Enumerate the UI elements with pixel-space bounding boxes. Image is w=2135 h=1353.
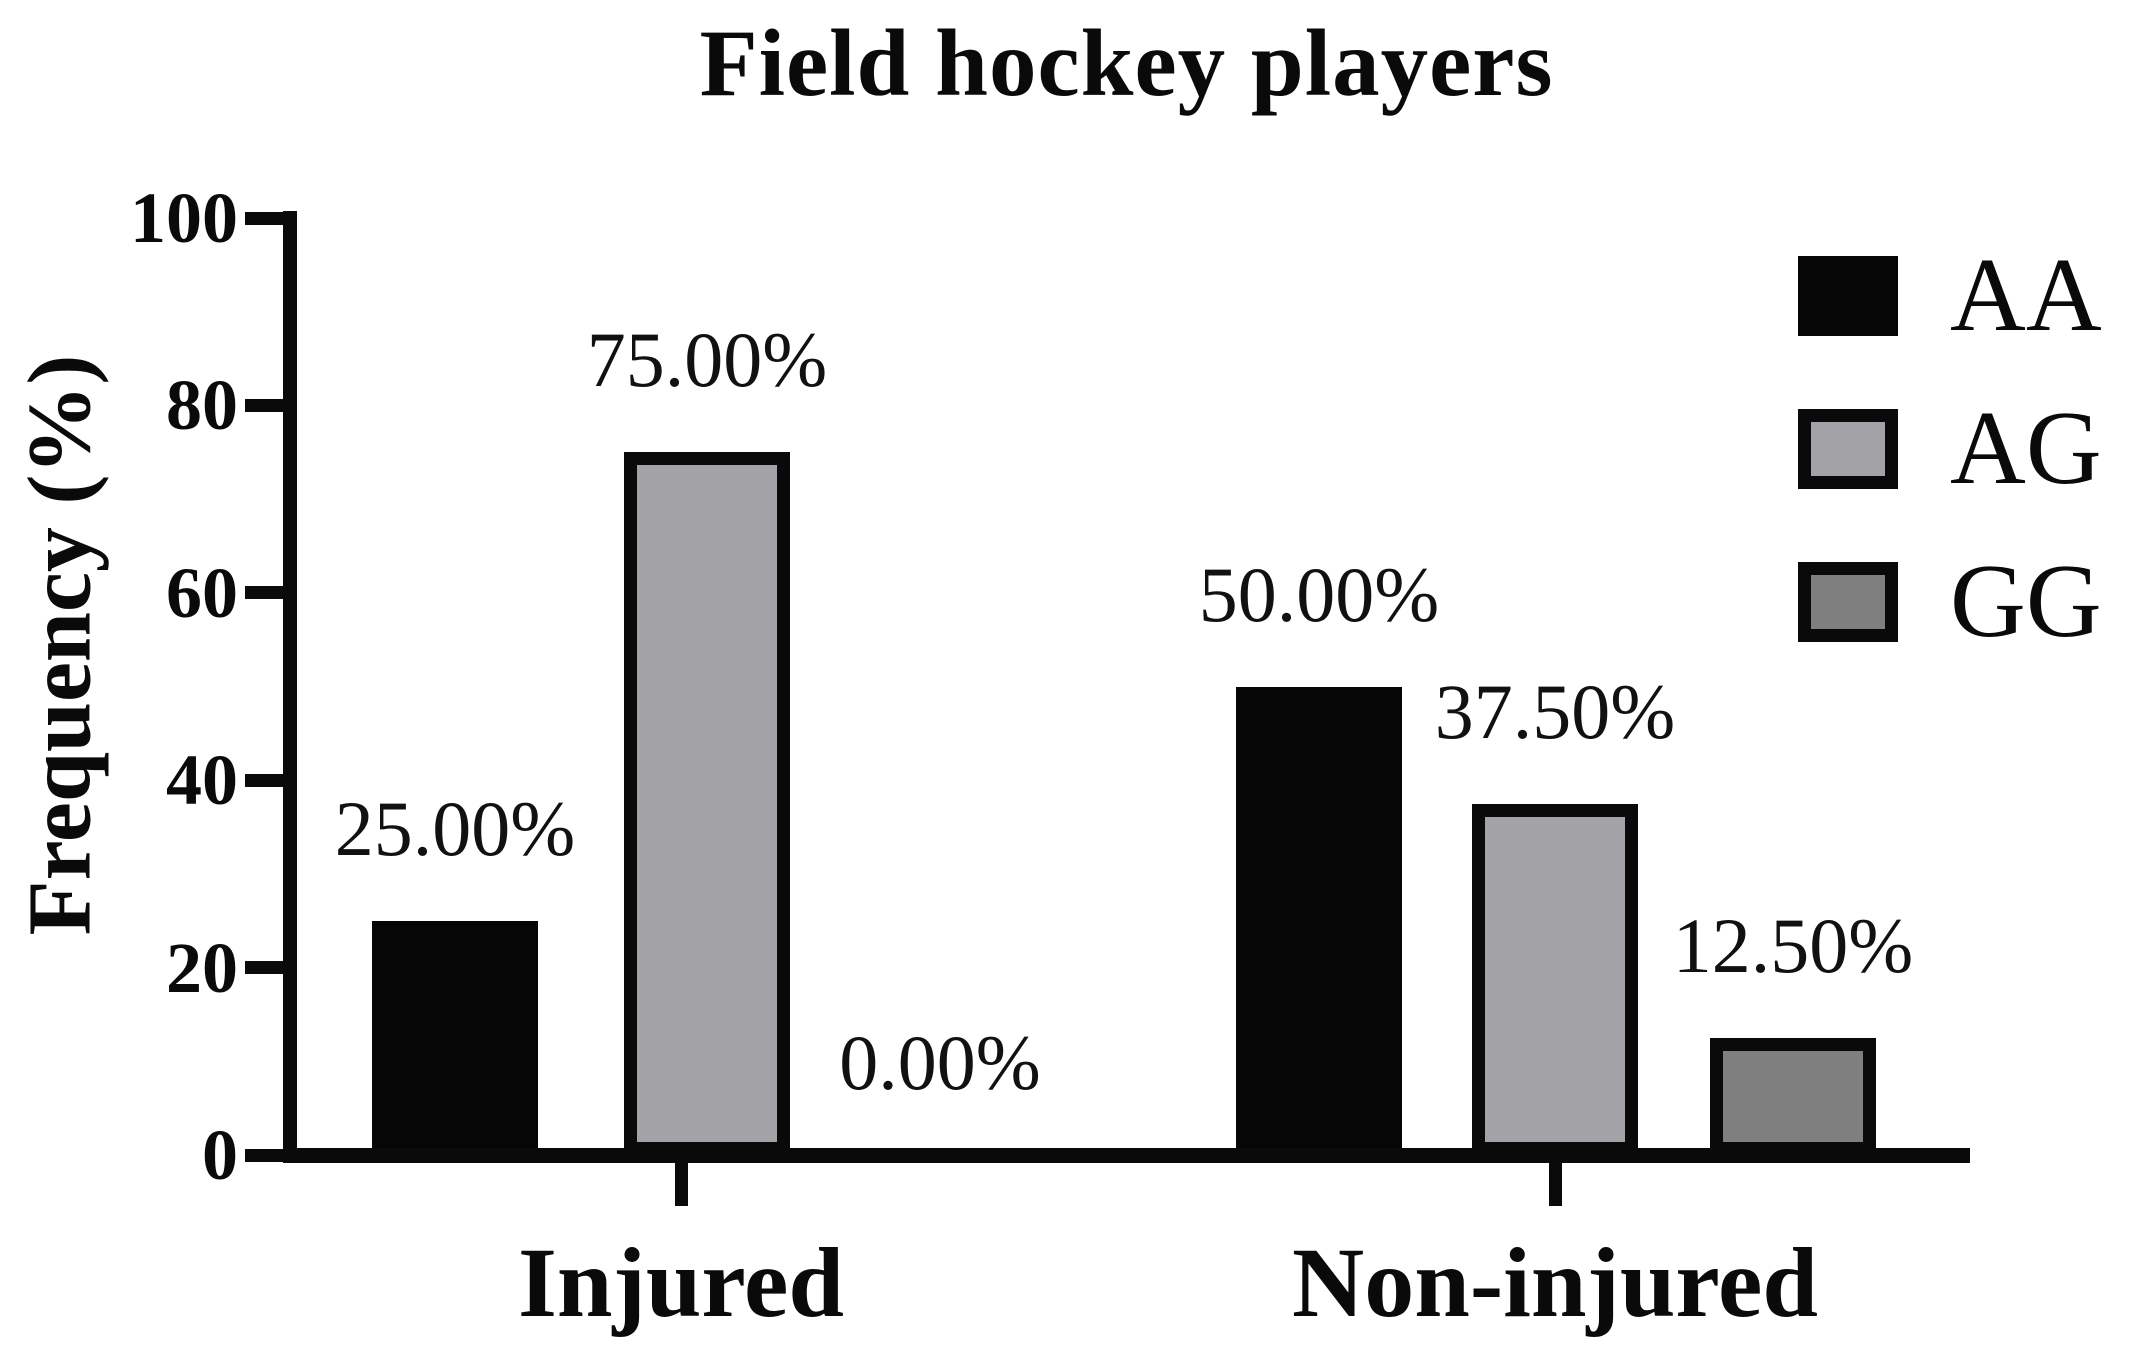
y-tick-label: 100 bbox=[130, 178, 238, 258]
bar-aa-non-injured bbox=[1236, 686, 1402, 1155]
legend-swatch-gg bbox=[1798, 562, 1898, 642]
x-tick-mark bbox=[1548, 1163, 1562, 1206]
legend-swatch-aa bbox=[1798, 256, 1898, 336]
y-axis-title: Frequency (%) bbox=[10, 354, 110, 936]
legend-label-gg: GG bbox=[1950, 542, 2102, 659]
chart-title: Field hockey players bbox=[699, 10, 1554, 116]
bar-ag-non-injured bbox=[1472, 803, 1638, 1155]
y-tick-label: 60 bbox=[166, 552, 238, 633]
y-tick-mark bbox=[245, 586, 283, 600]
y-tick-mark bbox=[245, 398, 283, 412]
x-category-label-non-injured: Non-injured bbox=[1291, 1227, 1819, 1338]
y-axis-line bbox=[283, 211, 297, 1163]
y-tick-mark bbox=[245, 773, 283, 787]
bar-value-label: 25.00% bbox=[334, 784, 576, 872]
x-axis-line bbox=[283, 1148, 1970, 1163]
y-tick-mark bbox=[245, 211, 283, 225]
bar-value-label: 0.00% bbox=[839, 1019, 1041, 1106]
bar-value-label: 37.50% bbox=[1434, 667, 1676, 755]
y-tick-label: 80 bbox=[166, 365, 238, 446]
bar-value-label: 75.00% bbox=[586, 316, 828, 404]
x-tick-mark bbox=[674, 1163, 688, 1206]
bar-value-label: 12.50% bbox=[1672, 901, 1914, 989]
legend-label-ag: AG bbox=[1950, 389, 2102, 506]
bar-gg-non-injured bbox=[1710, 1037, 1876, 1155]
legend-label-aa: AA bbox=[1950, 236, 2102, 353]
y-tick-mark bbox=[245, 961, 283, 975]
bar-value-label: 50.00% bbox=[1198, 550, 1440, 638]
y-tick-mark bbox=[245, 1148, 283, 1162]
y-tick-label: 40 bbox=[166, 740, 238, 821]
bar-aa-injured bbox=[372, 920, 538, 1155]
y-tick-label: 20 bbox=[166, 927, 238, 1008]
x-category-label-injured: Injured bbox=[517, 1227, 845, 1338]
bar-ag-injured bbox=[624, 452, 790, 1155]
y-tick-label: 0 bbox=[202, 1115, 238, 1195]
legend-swatch-ag bbox=[1798, 409, 1898, 489]
